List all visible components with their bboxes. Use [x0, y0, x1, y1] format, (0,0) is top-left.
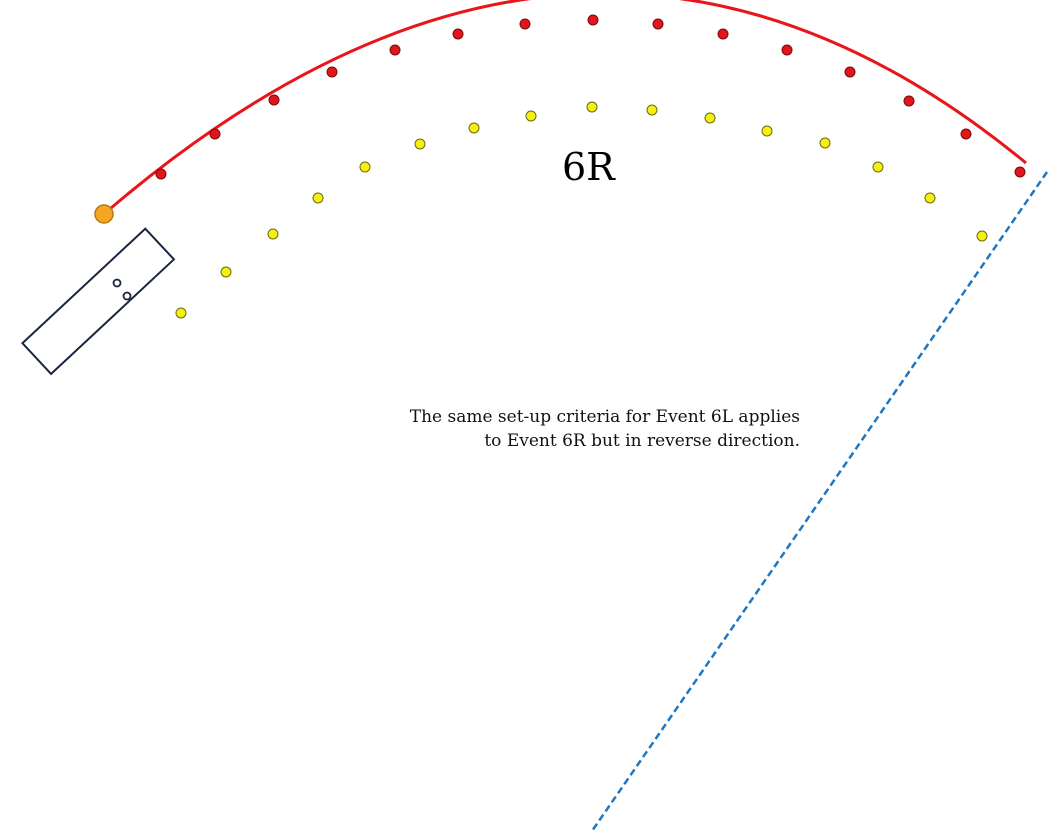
yellow-marker [586, 101, 598, 113]
yellow-marker [359, 161, 371, 173]
red-marker [155, 168, 167, 180]
trailer [21, 227, 176, 376]
yellow-marker [468, 122, 480, 134]
red-marker [452, 28, 464, 40]
red-marker [519, 18, 531, 30]
red-marker [209, 128, 221, 140]
yellow-marker [525, 110, 537, 122]
red-marker [903, 95, 915, 107]
yellow-marker [312, 192, 324, 204]
red-marker [1014, 166, 1026, 178]
yellow-marker [267, 228, 279, 240]
setup-note-line-2: to Event 6R but in reverse direction. [484, 431, 800, 451]
red-marker [389, 44, 401, 56]
yellow-marker [220, 266, 232, 278]
yellow-marker [704, 112, 716, 124]
yellow-marker [924, 192, 936, 204]
trailer-body [21, 227, 176, 376]
boundary-line [590, 171, 1048, 831]
event-label: 6R [562, 145, 616, 189]
start-marker [94, 204, 114, 224]
trailer-hole [112, 278, 122, 288]
trailer-hole [122, 291, 132, 301]
yellow-marker [761, 125, 773, 137]
yellow-marker [819, 137, 831, 149]
red-marker [326, 66, 338, 78]
yellow-marker [976, 230, 988, 242]
red-marker [781, 44, 793, 56]
red-marker [652, 18, 664, 30]
red-marker [268, 94, 280, 106]
red-marker [844, 66, 856, 78]
yellow-marker-group [175, 101, 988, 319]
yellow-marker [175, 307, 187, 319]
red-marker [717, 28, 729, 40]
red-marker [587, 14, 599, 26]
yellow-marker [872, 161, 884, 173]
setup-note: The same set-up criteria for Event 6L ap… [300, 405, 800, 453]
course-arc [103, 0, 1027, 216]
setup-note-line-1: The same set-up criteria for Event 6L ap… [409, 407, 800, 427]
yellow-marker [646, 104, 658, 116]
red-marker [960, 128, 972, 140]
red-marker-group [155, 14, 1026, 180]
yellow-marker [414, 138, 426, 150]
